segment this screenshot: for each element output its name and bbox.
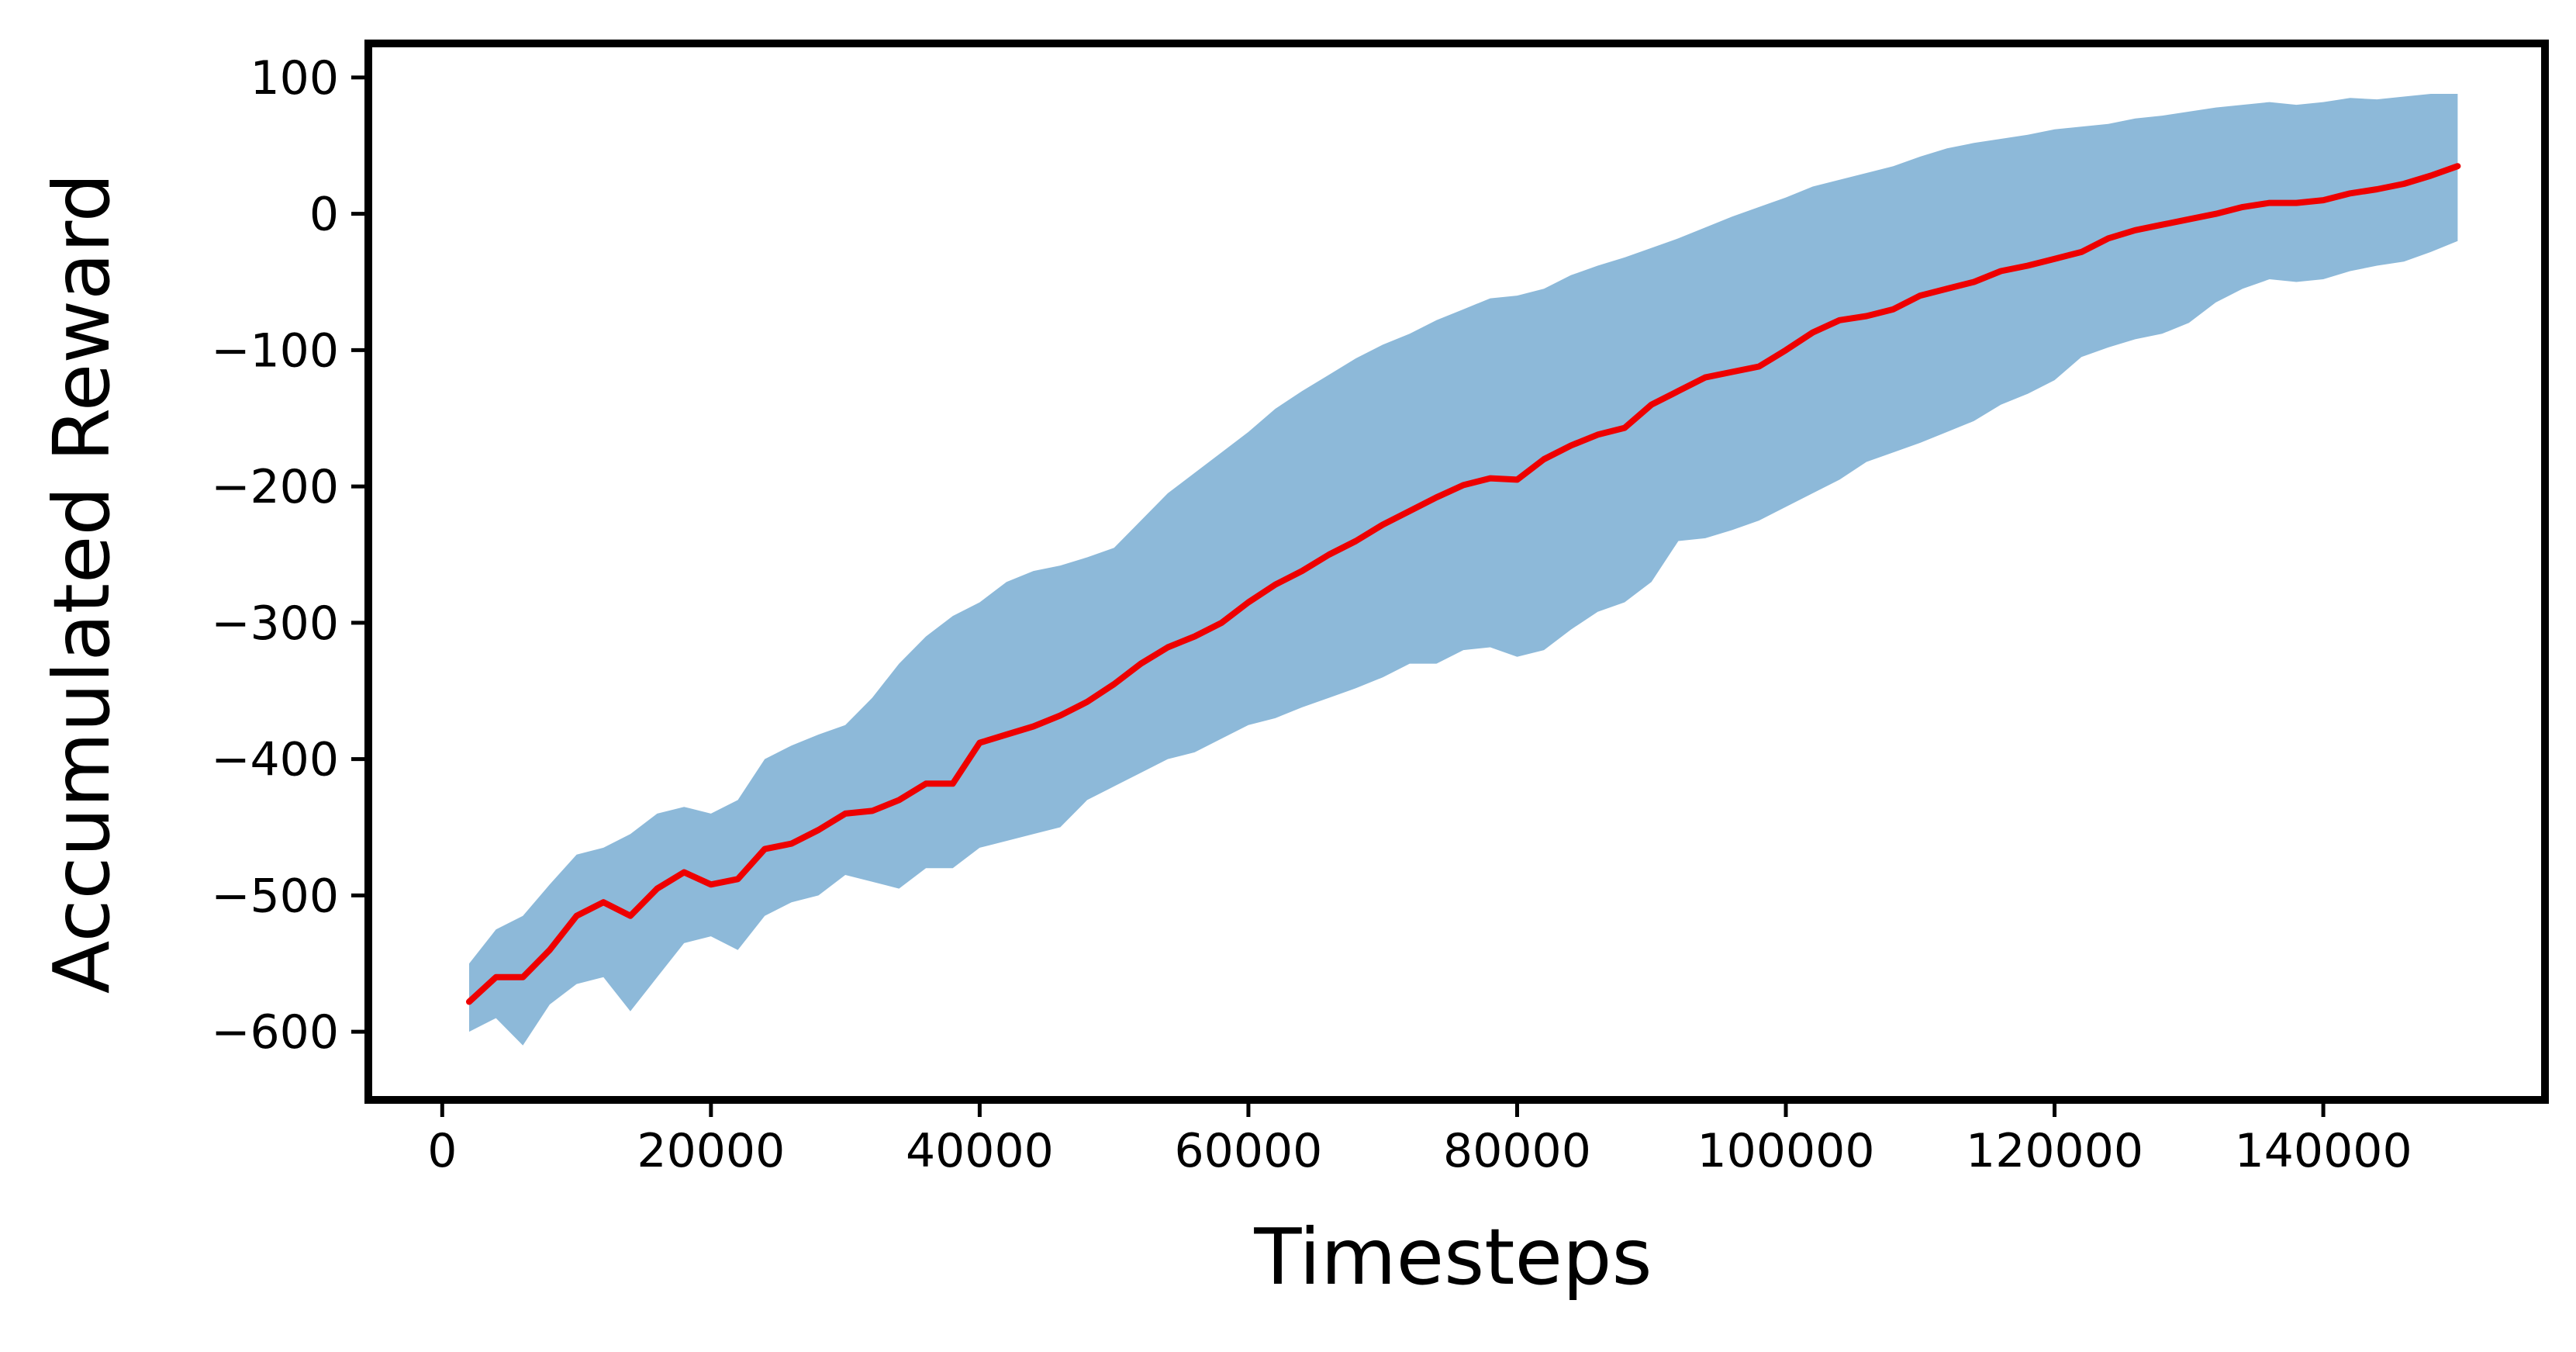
x-tick-label: 80000 (1443, 1124, 1591, 1178)
x-tick-label: 0 (427, 1124, 457, 1178)
x-tick-label: 120000 (1966, 1124, 2143, 1178)
y-tick-label: −100 (211, 323, 339, 378)
axes-frame (364, 40, 2549, 1104)
y-tick-label: −300 (211, 596, 339, 651)
x-axis-label: Timesteps (1253, 1212, 1652, 1302)
x-tick-label: 60000 (1174, 1124, 1322, 1178)
y-tick-label: −200 (211, 460, 339, 514)
x-tick-label: 20000 (637, 1124, 785, 1178)
x-tick-label: 100000 (1697, 1124, 1874, 1178)
reward-std-band (469, 94, 2458, 1046)
x-tick-label: 140000 (2235, 1124, 2412, 1178)
y-tick-label: −600 (211, 1005, 339, 1060)
y-tick-label: −500 (211, 869, 339, 923)
y-axis-label: Accumulated Reward (36, 173, 127, 994)
axes: 0 20000 40000 60000 80000 100000 120000 140000 1… (211, 40, 2549, 1178)
y-tick-label: 100 (250, 51, 339, 105)
x-tick-label: 40000 (906, 1124, 1054, 1178)
plot-area (466, 94, 2461, 1046)
y-tick-label: −400 (211, 733, 339, 787)
y-tick-label: 0 (309, 188, 339, 242)
mean-reward-line (466, 163, 2461, 1005)
